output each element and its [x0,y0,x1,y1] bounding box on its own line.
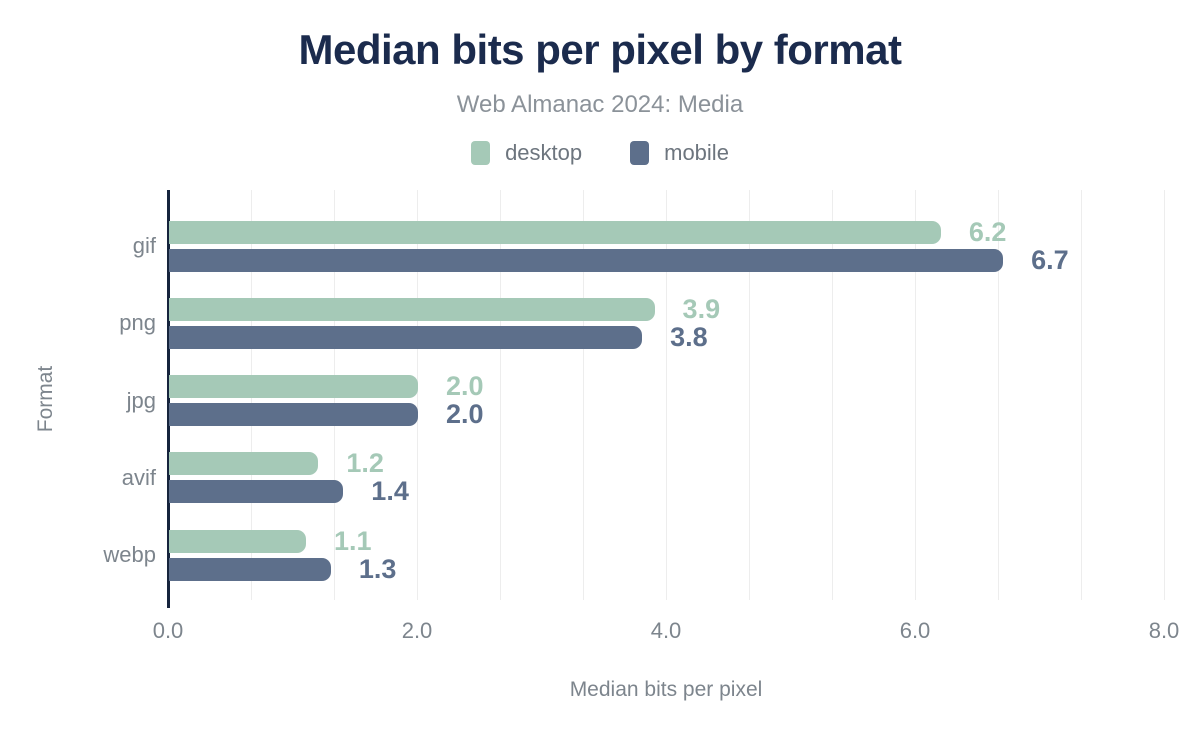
category-label-jpg: jpg [126,387,156,413]
legend-item-desktop: desktop [471,140,582,166]
legend-swatch-desktop [471,141,491,165]
gridline [417,190,418,600]
legend-item-mobile: mobile [630,140,729,166]
gridline [583,190,584,600]
value-label-mobile-avif: 1.4 [371,476,409,507]
bar-desktop-png [169,297,655,321]
x-tick-2: 2.0 [401,618,433,643]
legend-label-desktop: desktop [505,140,583,165]
value-label-mobile-gif: 6.7 [1031,244,1069,275]
category-label-avif: avif [121,464,156,490]
gridline [666,190,667,600]
gridline [500,190,501,600]
bar-desktop-webp [169,529,306,553]
x-tick-4: 4.0 [650,618,682,643]
x-tick-8: 8.0 [1148,618,1180,643]
bar-mobile-webp [169,557,331,581]
gridline [749,190,750,600]
value-label-desktop-jpg: 2.0 [446,371,484,401]
category-label-webp: webp [103,542,156,567]
bar-mobile-avif [169,480,344,504]
category-label-png: png [119,310,156,336]
y-axis-line [167,190,170,608]
gridline [1164,190,1165,600]
bar-desktop-avif [169,452,319,476]
value-label-mobile-png: 3.8 [670,321,708,352]
bar-mobile-jpg [169,403,418,426]
chart-subtitle: Web Almanac 2024: Media [456,91,744,118]
plot-area: gif 6.2 6.7 png 3.9 3.8 jpg 2.0 2.0 avif 1.2 1.4 web… [103,190,1179,643]
gridline [1081,190,1082,600]
x-tick-6: 6.0 [899,618,931,643]
bar-mobile-png [169,325,643,349]
bar-desktop-gif [169,220,941,244]
gridline [998,190,999,600]
category-label-gif: gif [132,233,156,258]
bar-desktop-jpg [169,375,418,398]
value-label-desktop-avif: 1.2 [346,448,384,479]
value-label-mobile-jpg: 2.0 [446,399,484,429]
chart-title: Median bits per pixel by format [298,26,902,73]
x-tick-0: 0.0 [152,618,184,643]
value-label-desktop-gif: 6.2 [968,216,1007,247]
y-axis-title: Format [34,365,57,433]
value-label-desktop-png: 3.9 [682,293,721,324]
gridline [832,190,833,600]
value-label-mobile-webp: 1.3 [358,553,397,584]
legend-swatch-mobile [630,141,650,165]
legend-label-mobile: mobile [664,140,729,165]
bar-mobile-gif [169,248,1004,272]
gridline [915,190,916,600]
value-label-desktop-webp: 1.1 [333,525,372,556]
x-axis-title: Median bits per pixel [569,678,763,701]
legend: desktop mobile [0,140,1200,166]
